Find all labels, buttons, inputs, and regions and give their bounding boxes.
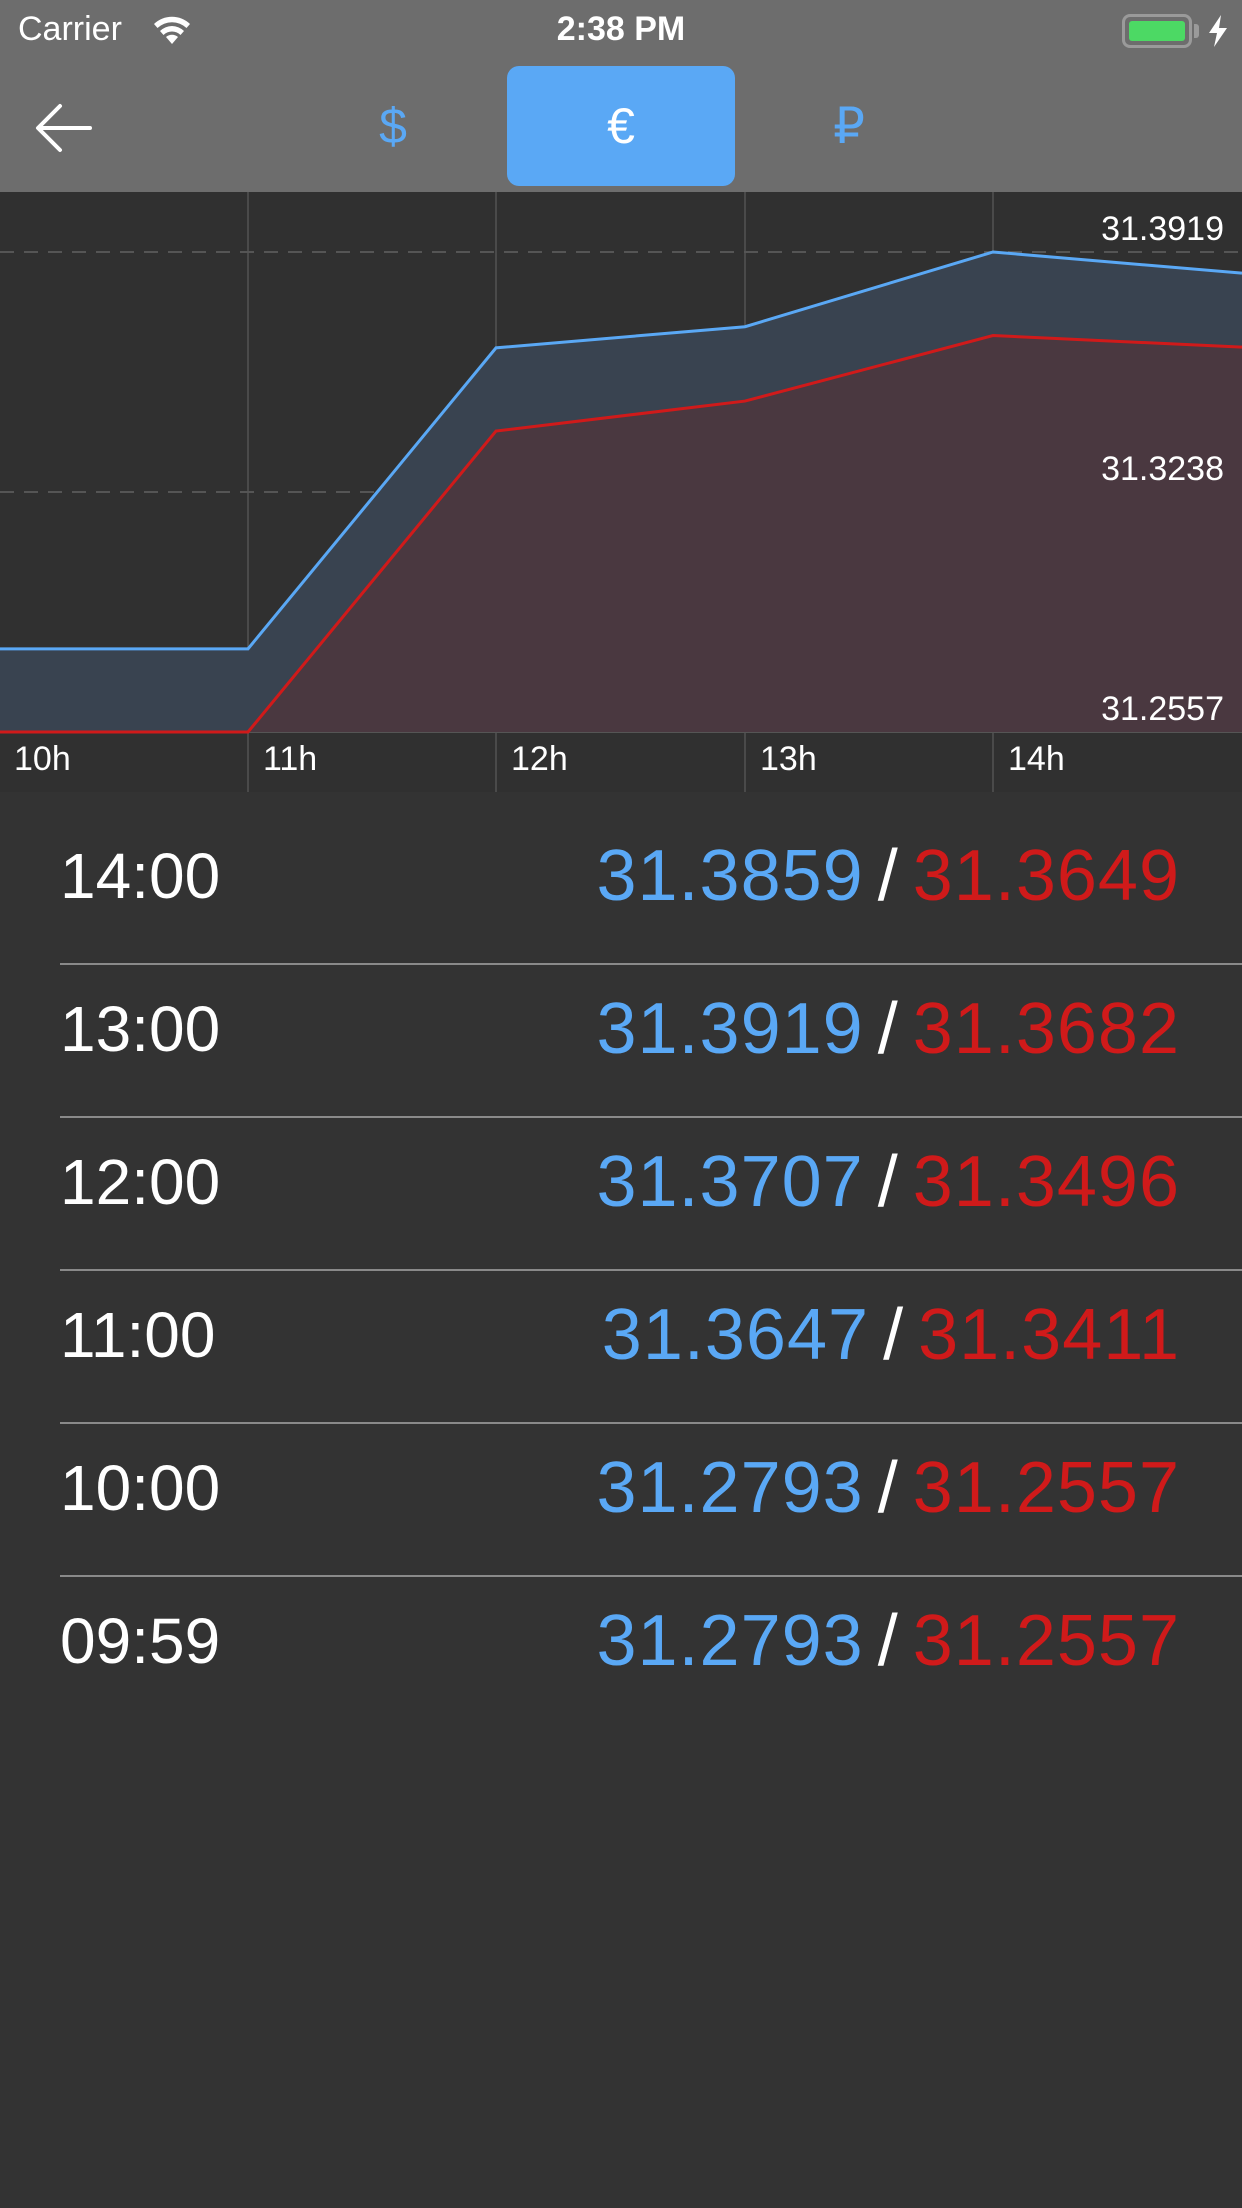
buy-rate: 31.3919 [596, 989, 864, 1069]
currency-tab-usd[interactable]: $ [379, 98, 407, 154]
list-item[interactable]: 09:59 31.2793/31.2557 [0, 1577, 1242, 1730]
battery-icon [1122, 14, 1192, 48]
rate-values: 31.3707/31.3496 [596, 1118, 1180, 1246]
series-line-0 [0, 250, 1242, 651]
rate-separator: / [877, 836, 899, 916]
rate-time: 12:00 [60, 1146, 221, 1218]
x-tick-label: 12h [511, 740, 568, 778]
row-divider [60, 963, 1242, 965]
list-item[interactable]: 11:00 31.3647/31.3411 [0, 1271, 1242, 1424]
rate-separator: / [877, 989, 899, 1069]
y-tick-label: 31.3919 [1101, 210, 1224, 248]
rate-chart-svg [0, 192, 1242, 792]
rate-time: 10:00 [60, 1452, 221, 1524]
x-tick-label: 11h [263, 740, 318, 778]
carrier-label: Carrier [18, 10, 122, 48]
buy-rate: 31.3647 [601, 1295, 870, 1375]
sell-rate: 31.3682 [912, 989, 1180, 1069]
sell-rate: 31.3411 [918, 1295, 1180, 1375]
buy-rate: 31.3859 [596, 836, 864, 916]
rate-values: 31.2793/31.2557 [596, 1424, 1180, 1552]
rate-separator: / [877, 1448, 899, 1528]
arrow-left-icon [36, 104, 92, 152]
series-area-1 [0, 335, 1242, 732]
list-item[interactable]: 12:00 31.3707/31.3496 [0, 1118, 1242, 1271]
row-divider [60, 1575, 1242, 1577]
y-tick-label: 31.3238 [1101, 450, 1224, 488]
x-tick-label: 10h [14, 740, 71, 778]
status-time: 2:38 PM [556, 10, 686, 48]
buy-rate: 31.2793 [596, 1601, 864, 1681]
row-divider [60, 1269, 1242, 1271]
sell-rate: 31.3649 [912, 836, 1180, 916]
currency-tab-rub[interactable]: ₽ [833, 98, 865, 154]
buy-rate: 31.2793 [596, 1448, 864, 1528]
charging-bolt-icon [1209, 15, 1227, 47]
x-tick-label: 13h [760, 740, 817, 778]
sell-rate: 31.2557 [912, 1601, 1180, 1681]
row-divider [60, 1116, 1242, 1118]
row-divider [60, 1422, 1242, 1424]
rate-separator: / [877, 1142, 899, 1222]
rate-values: 31.3859/31.3649 [596, 812, 1180, 940]
rate-values: 31.2793/31.2557 [596, 1577, 1180, 1705]
rate-chart: 31.3919 31.3238 31.2557 10h 11h 12h 13h … [0, 192, 1242, 792]
list-item[interactable]: 14:00 31.3859/31.3649 [0, 812, 1242, 965]
list-item[interactable]: 13:00 31.3919/31.3682 [0, 965, 1242, 1118]
nav-bar: $ € ₽ [0, 62, 1242, 192]
sell-rate: 31.3496 [912, 1142, 1180, 1222]
rate-list: 14:00 31.3859/31.3649 13:00 31.3919/31.3… [0, 812, 1242, 1730]
battery-tip [1194, 24, 1199, 38]
rate-time: 13:00 [60, 993, 221, 1065]
back-button[interactable] [30, 98, 100, 158]
rate-time: 14:00 [60, 840, 221, 912]
sell-rate: 31.2557 [912, 1448, 1180, 1528]
rate-separator: / [877, 1601, 899, 1681]
battery-level [1129, 21, 1185, 41]
x-tick-label: 14h [1008, 740, 1065, 778]
rate-time: 11:00 [60, 1299, 216, 1371]
rate-separator: / [883, 1295, 905, 1375]
y-tick-label: 31.2557 [1101, 690, 1224, 728]
wifi-icon [154, 16, 190, 44]
rate-time: 09:59 [60, 1605, 221, 1677]
status-bar: Carrier 2:38 PM [0, 0, 1242, 62]
rate-values: 31.3919/31.3682 [596, 965, 1180, 1093]
list-item[interactable]: 10:00 31.2793/31.2557 [0, 1424, 1242, 1577]
currency-tab-eur[interactable]: € [507, 66, 735, 186]
series-line-1 [0, 334, 1242, 734]
buy-rate: 31.3707 [596, 1142, 864, 1222]
rate-values: 31.3647/31.3411 [602, 1271, 1180, 1399]
